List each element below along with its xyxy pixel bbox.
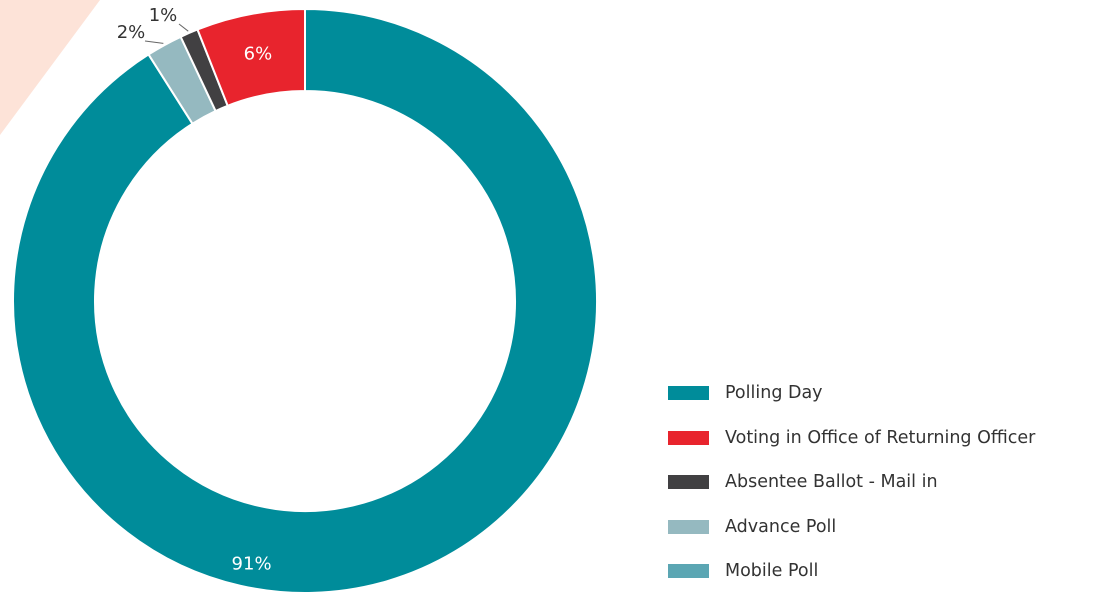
slice-voting-in-office-of-returning-officer: [196, 7, 306, 108]
legend-swatch: [668, 386, 709, 400]
legend-label: Voting in Office of Returning Officer: [725, 427, 1036, 448]
leader-line-group: [144, 23, 189, 44]
legend-label: Absentee Ballot - Mail in: [725, 472, 938, 492]
legend-item: Mobile Poll: [668, 561, 1035, 581]
legend-swatch: [668, 564, 709, 578]
legend-item: Absentee Ballot - Mail in: [668, 472, 1035, 492]
legend-label: Polling Day: [725, 383, 823, 403]
legend-label: Mobile Poll: [725, 561, 819, 581]
legend-item: Voting in Office of Returning Officer: [668, 427, 1036, 448]
data-label: 91%: [232, 554, 272, 575]
leader-line: [178, 23, 189, 32]
legend: Polling Day Voting in Office of Returnin…: [668, 383, 1036, 607]
corner-decoration: [0, 0, 100, 135]
data-label: 1%: [149, 5, 178, 26]
legend-label: Advance Poll: [725, 516, 837, 537]
slice-group: [12, 7, 598, 594]
leader-line: [144, 40, 164, 44]
legend-swatch: [668, 519, 709, 534]
data-label-group: 91% 6% 1%2%: [117, 5, 273, 575]
legend-swatch: [668, 475, 709, 489]
data-label: 6%: [244, 43, 273, 64]
legend-swatch: [668, 430, 709, 445]
slice-polling-day: [12, 7, 598, 594]
legend-item: Polling Day: [668, 383, 1035, 403]
data-label: 2%: [117, 22, 146, 43]
legend-item: Advance Poll: [668, 516, 1035, 537]
